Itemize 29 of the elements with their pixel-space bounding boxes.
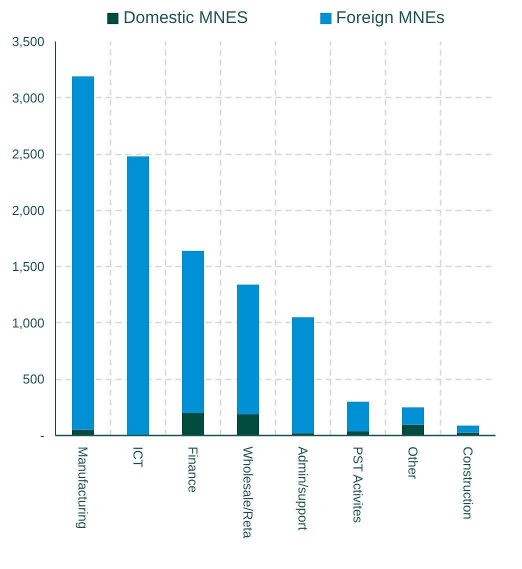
bar (127, 156, 149, 436)
x-tick-label: PST Activites (350, 446, 366, 524)
x-tick-label: Wholesale/Reta (240, 446, 256, 540)
bar (457, 426, 479, 433)
bar (237, 414, 259, 436)
x-tick-label: Admin/support (296, 446, 310, 531)
y-tick-label: 1,000 (12, 315, 45, 330)
y-tick-label: 500 (22, 372, 45, 387)
bar (402, 407, 424, 425)
y-tick-label: 2,500 (12, 146, 45, 162)
x-tick-label: ICT (130, 446, 146, 468)
y-tick-label: 3,500 (12, 34, 45, 49)
y-tick-label: 3,000 (12, 90, 45, 106)
y-tick-label: - (40, 428, 45, 443)
bar (182, 250, 204, 413)
bar (292, 317, 314, 434)
y-tick-label: 1,500 (12, 259, 45, 274)
legend-label: Foreign MNEs (336, 8, 445, 28)
legend-label: Domestic MNES (123, 8, 248, 28)
y-tick-label: 2,000 (12, 202, 45, 218)
bar (402, 424, 424, 436)
x-tick-label: Construction (460, 446, 476, 520)
x-tick-label: Finance (186, 446, 200, 493)
bar (347, 402, 369, 432)
bar (72, 76, 94, 430)
bar (237, 284, 259, 414)
bar (182, 412, 204, 436)
x-tick-label: Manufacturing (76, 446, 90, 529)
x-tick-label: Other (406, 446, 420, 480)
